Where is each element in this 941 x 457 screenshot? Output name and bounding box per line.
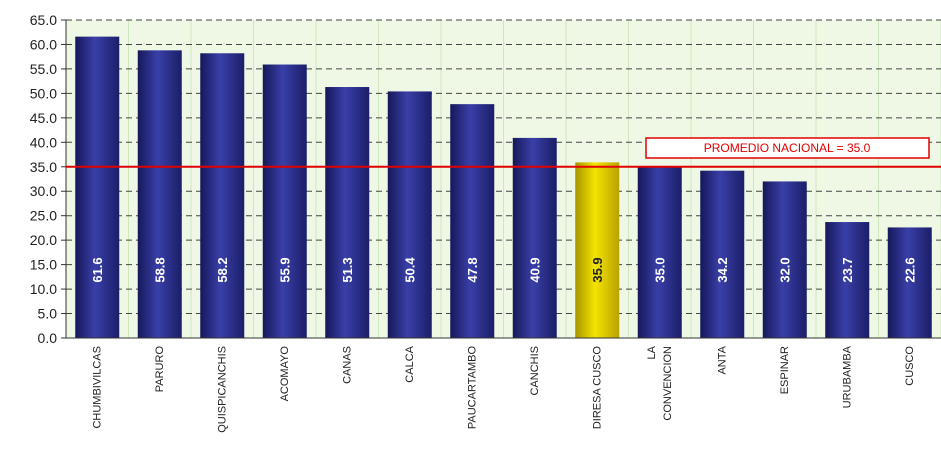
x-tick-label: CANCHIS — [529, 346, 541, 396]
y-tick-label: 10.0 — [30, 281, 57, 297]
value-label: 58.8 — [152, 257, 167, 282]
x-tick-label: URUBAMBA — [841, 345, 853, 408]
y-tick-label: 45.0 — [30, 110, 57, 126]
reference-label-box — [645, 137, 930, 159]
x-tick-label: QUISPICANCHIS — [216, 346, 228, 433]
bar — [637, 166, 682, 338]
bar — [325, 87, 370, 338]
x-tick-label: PAUCARTAMBO — [466, 346, 478, 430]
value-label: 32.0 — [777, 257, 792, 282]
x-tick-label: ACOMAYO — [279, 346, 291, 402]
reference-line-label: PROMEDIO NACIONAL = 35.0 — [704, 141, 871, 155]
x-tick-label: CALCA — [404, 345, 416, 382]
bar-highlight — [575, 162, 620, 338]
y-tick-label: 0.0 — [38, 330, 58, 346]
x-tick-label: CONVENCION — [662, 346, 674, 421]
y-tick-label: 15.0 — [30, 257, 57, 273]
y-tick-label: 65.0 — [30, 12, 57, 28]
y-tick-label: 50.0 — [30, 85, 57, 101]
x-tick-label: DIRESA CUSCO — [591, 346, 603, 430]
value-label: 50.4 — [402, 257, 417, 283]
y-tick-label: 60.0 — [30, 36, 57, 52]
x-tick-label: CHUMBIVILCAS — [91, 346, 103, 429]
value-label: 35.9 — [590, 257, 605, 282]
value-label: 23.7 — [840, 257, 855, 282]
bar — [825, 222, 870, 338]
x-tick-label: PARURO — [154, 346, 166, 393]
x-tick-label: CANAS — [341, 346, 353, 384]
bar — [512, 137, 557, 338]
y-tick-label: 35.0 — [30, 159, 57, 175]
value-label: 35.0 — [652, 257, 667, 282]
value-label: 34.2 — [715, 257, 730, 282]
y-tick-label: 30.0 — [30, 183, 57, 199]
bar — [450, 104, 495, 338]
x-tick-label: ANTA — [716, 345, 728, 374]
x-tick-label: ESPINAR — [779, 346, 791, 394]
value-label: 61.6 — [90, 257, 105, 282]
value-label: 47.8 — [465, 257, 480, 282]
y-tick-label: 20.0 — [30, 232, 57, 248]
bar — [887, 227, 932, 338]
bar — [700, 170, 745, 338]
bar — [200, 53, 245, 338]
value-label: 22.6 — [902, 257, 917, 282]
y-tick-label: 5.0 — [38, 306, 58, 322]
bar — [387, 91, 432, 338]
value-label: 55.9 — [277, 257, 292, 282]
x-tick-label: CUSCO — [904, 346, 916, 386]
y-tick-label: 40.0 — [30, 134, 57, 150]
value-label: 51.3 — [340, 257, 355, 282]
x-tick-label: LA — [646, 345, 658, 359]
y-tick-label: 25.0 — [30, 208, 57, 224]
value-label: 58.2 — [215, 257, 230, 282]
y-tick-label: 55.0 — [30, 61, 57, 77]
bar — [75, 36, 120, 338]
value-label: 40.9 — [527, 257, 542, 282]
bar — [762, 181, 807, 338]
bar — [137, 50, 182, 338]
bar — [262, 64, 307, 339]
